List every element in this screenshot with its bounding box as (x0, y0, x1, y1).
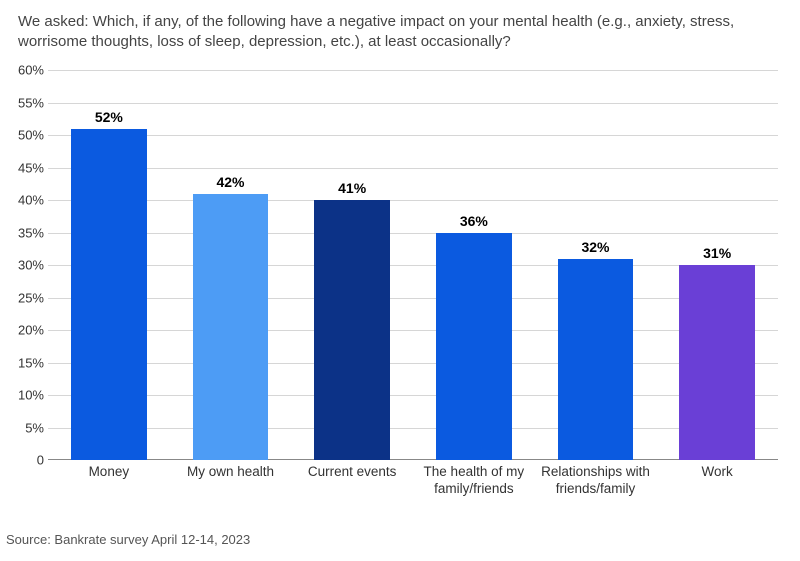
grid-line (48, 70, 778, 71)
grid-line (48, 103, 778, 104)
bar (436, 233, 511, 461)
grid-line (48, 135, 778, 136)
y-tick-label: 30% (4, 258, 44, 273)
grid-line (48, 363, 778, 364)
bar-value-label: 42% (216, 174, 244, 194)
bar (314, 200, 389, 460)
grid-line (48, 330, 778, 331)
grid-line (48, 233, 778, 234)
source-text: Source: Bankrate survey April 12-14, 202… (6, 532, 250, 547)
grid-line (48, 168, 778, 169)
x-tick-label: Relationships with friends/family (541, 464, 651, 498)
bar-value-label: 41% (338, 180, 366, 200)
grid-line (48, 428, 778, 429)
grid-line (48, 200, 778, 201)
x-tick-label: Work (677, 464, 757, 481)
chart-area: 05%10%15%20%25%30%35%40%45%50%55%60%52%4… (48, 70, 778, 460)
bar (71, 129, 146, 461)
y-tick-label: 40% (4, 193, 44, 208)
x-tick-label: The health of my family/friends (419, 464, 529, 498)
y-tick-label: 0 (4, 453, 44, 468)
bar-value-label: 31% (703, 245, 731, 265)
x-tick-label: Money (54, 464, 164, 481)
bar (679, 265, 754, 460)
bar (193, 194, 268, 461)
bar-value-label: 32% (581, 239, 609, 259)
y-tick-label: 55% (4, 95, 44, 110)
grid-line (48, 298, 778, 299)
y-tick-label: 20% (4, 323, 44, 338)
x-tick-label: My own health (171, 464, 291, 481)
y-tick-label: 25% (4, 290, 44, 305)
x-tick-label: Current events (292, 464, 412, 481)
bar (558, 259, 633, 461)
y-tick-label: 15% (4, 355, 44, 370)
y-tick-label: 10% (4, 388, 44, 403)
grid-line (48, 265, 778, 266)
y-tick-label: 35% (4, 225, 44, 240)
bar-value-label: 52% (95, 109, 123, 129)
y-tick-label: 60% (4, 63, 44, 78)
bar-value-label: 36% (460, 213, 488, 233)
y-tick-label: 50% (4, 128, 44, 143)
x-axis-line (48, 459, 778, 460)
y-tick-label: 5% (4, 420, 44, 435)
chart-title: We asked: Which, if any, of the followin… (18, 12, 782, 53)
plot-region: 05%10%15%20%25%30%35%40%45%50%55%60%52%4… (48, 70, 778, 460)
y-tick-label: 45% (4, 160, 44, 175)
grid-line (48, 395, 778, 396)
